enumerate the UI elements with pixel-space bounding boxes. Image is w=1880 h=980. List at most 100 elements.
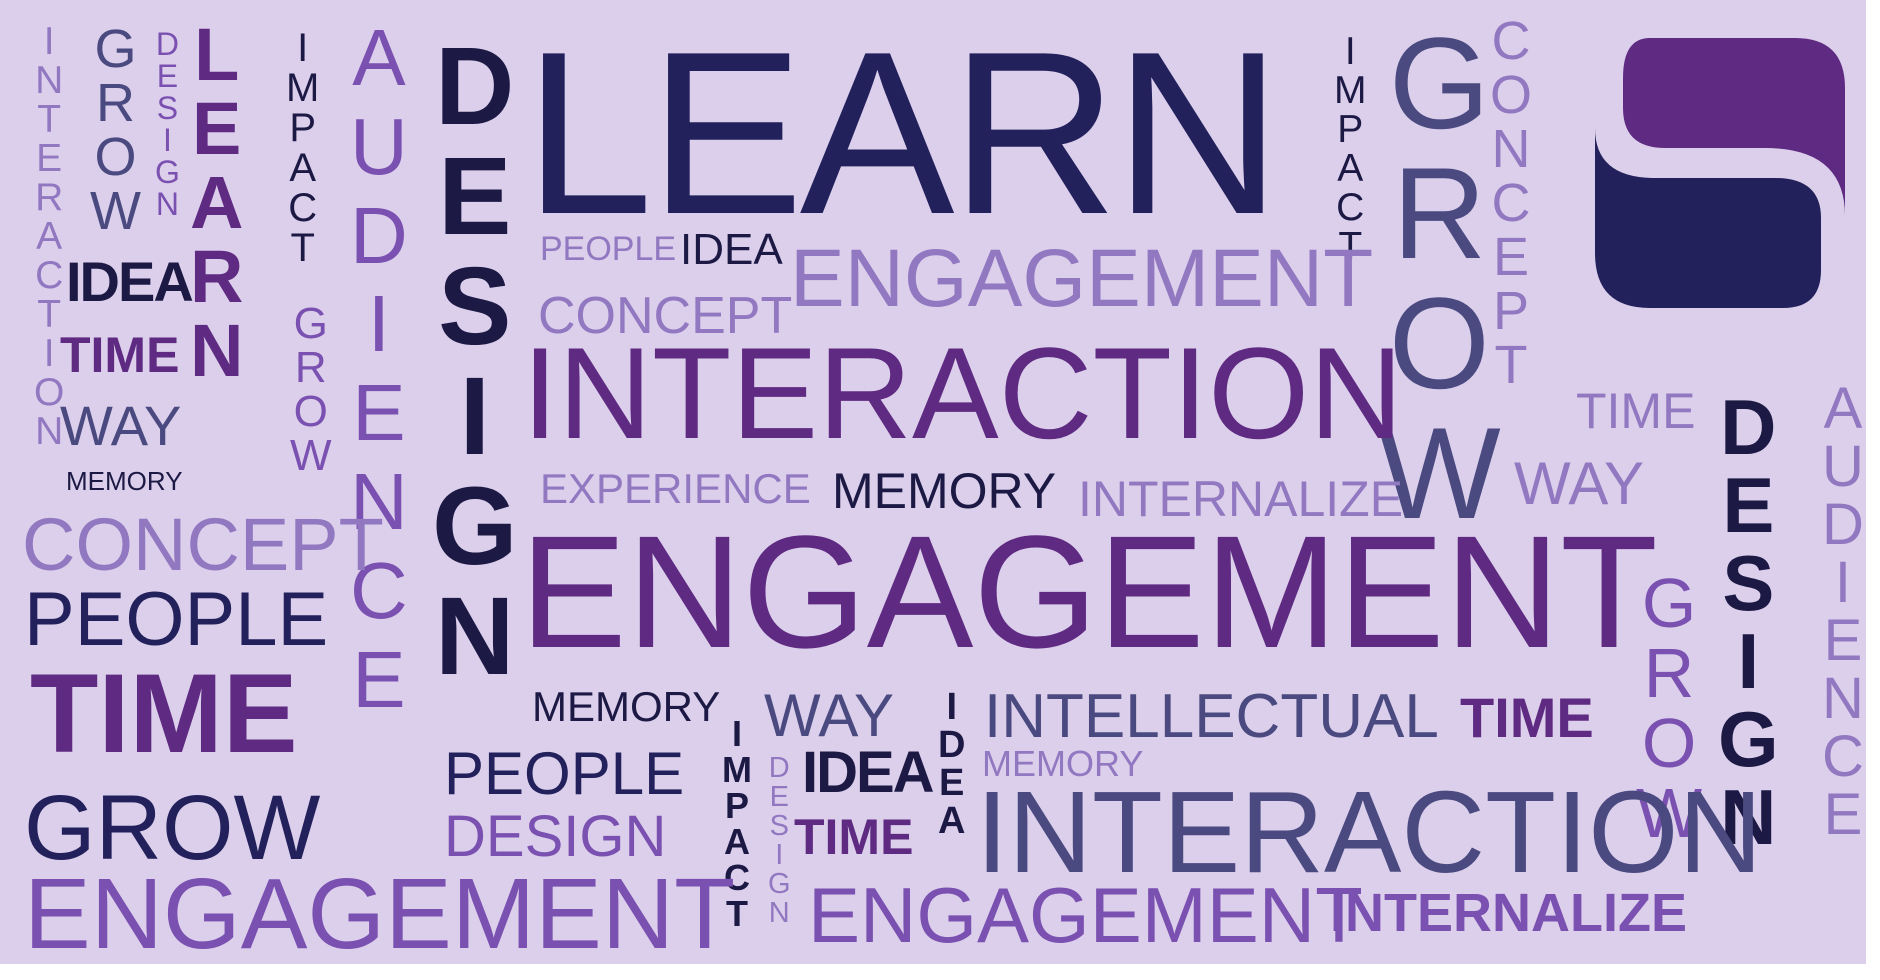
s-shape-logo-icon	[1595, 38, 1845, 308]
letter: S	[156, 90, 179, 126]
letter: E	[438, 135, 512, 258]
letter: N	[35, 410, 64, 453]
letter: A	[938, 800, 966, 842]
letter: I	[1834, 550, 1851, 615]
letter: E	[192, 87, 242, 170]
word-idea-1: IDEA	[66, 250, 194, 313]
word-engagement-bottom-left: ENGAGEMENT	[24, 858, 736, 964]
letter: C	[724, 857, 750, 898]
letter: T	[1494, 335, 1528, 395]
word-memory-1: MEMORY	[66, 466, 183, 496]
word-memory-2: MEMORY	[832, 463, 1057, 519]
letter: I	[775, 839, 784, 871]
letter: I	[43, 332, 55, 375]
letter: I	[367, 279, 390, 369]
letter: A	[1823, 376, 1863, 441]
letter: D	[350, 190, 408, 280]
letter: S	[769, 810, 789, 842]
letter: G	[768, 868, 791, 900]
word-people-1: PEOPLE	[24, 577, 329, 662]
letter: E	[1823, 608, 1863, 673]
letter: E	[1722, 461, 1775, 549]
letter: M	[1334, 69, 1367, 112]
letter: N	[190, 309, 244, 392]
letter: C	[288, 186, 318, 230]
letter: T	[37, 98, 62, 141]
word-time-1: TIME	[60, 327, 180, 383]
word-people-1-small: PEOPLE	[540, 230, 677, 268]
letter: R	[1643, 634, 1695, 712]
letter: N	[155, 186, 179, 222]
letter: A	[352, 13, 406, 102]
letter: I	[1737, 617, 1760, 705]
letter: S	[438, 245, 512, 368]
letter: O	[1490, 65, 1533, 125]
letter: O	[34, 371, 65, 414]
word-memory-4: MEMORY	[982, 743, 1144, 784]
letter: G	[1718, 695, 1779, 783]
letter: T	[1338, 225, 1363, 268]
word-design-h: DESIGN	[444, 804, 667, 869]
letter: G	[155, 154, 180, 190]
word-intellectual: INTELLECTUAL	[984, 682, 1439, 751]
letter: P	[289, 106, 316, 150]
word-concept-2: CONCEPT	[538, 287, 793, 345]
letter: D	[435, 25, 515, 148]
word-time-2: TIME	[1576, 383, 1696, 439]
letter: R	[190, 235, 244, 318]
letter: N	[35, 59, 64, 102]
letter: M	[722, 749, 752, 790]
letter: E	[36, 137, 63, 180]
letter: R	[95, 73, 135, 133]
letter: G	[432, 465, 518, 588]
letter: P	[724, 785, 749, 826]
letter: P	[1492, 281, 1530, 341]
word-engagement-bottom-mid: ENGAGEMENT	[808, 871, 1363, 959]
letter: N	[1720, 773, 1777, 861]
letter: N	[768, 897, 790, 929]
letter: I	[946, 686, 957, 728]
letter: A	[289, 146, 316, 190]
letter: W	[1378, 400, 1501, 546]
letter: D	[938, 724, 966, 766]
word-time-4: TIME	[1460, 686, 1594, 749]
word-interaction-big: INTERACTION	[522, 320, 1404, 466]
letter: N	[1491, 119, 1531, 179]
letter: E	[156, 58, 179, 94]
letter: D	[1720, 383, 1777, 471]
letter: P	[1337, 108, 1364, 151]
letter: G	[293, 299, 328, 348]
letter: C	[1491, 11, 1531, 71]
letter: W	[90, 181, 141, 241]
letter: C	[1822, 724, 1864, 789]
letter: O	[293, 387, 328, 436]
letter: G	[1641, 564, 1697, 642]
letter: W	[290, 431, 332, 480]
word-idea-2: IDEA	[680, 225, 783, 274]
letter: G	[94, 19, 137, 79]
logo-top-shape	[1623, 38, 1845, 216]
letter: C	[1491, 173, 1531, 233]
word-way-2: WAY	[1514, 450, 1644, 517]
letter: I	[731, 713, 742, 754]
letter: N	[350, 456, 408, 546]
letter: W	[1636, 774, 1703, 852]
letter: C	[35, 254, 64, 297]
letter: R	[35, 176, 64, 219]
word-learn-big: LEARN	[524, 4, 1282, 263]
word-experience: EXPERIENCE	[540, 465, 811, 512]
